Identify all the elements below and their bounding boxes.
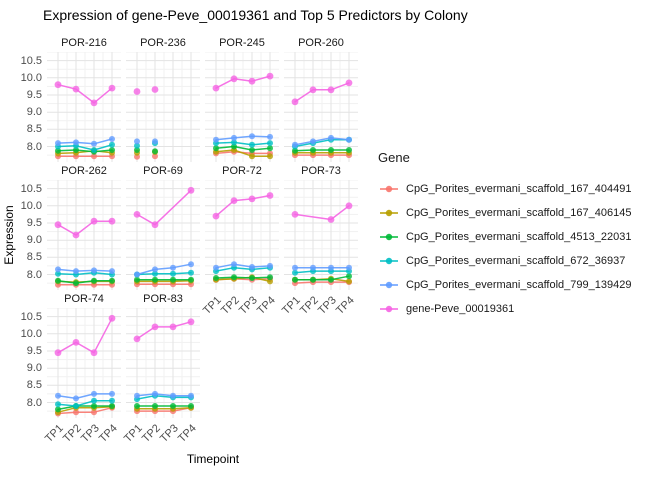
facet-chart <box>47 51 121 162</box>
facet-chart <box>284 179 358 290</box>
facet-panel-POR-72 <box>205 179 279 295</box>
y-tick-label: 9.5 <box>26 344 42 357</box>
facet-label-POR-216: POR-216 <box>61 37 107 49</box>
y-tick-label: 10.0 <box>20 71 42 84</box>
y-tick-label: 9.5 <box>26 88 42 101</box>
facet-panel-POR-260 <box>284 51 358 167</box>
facet-label-POR-69: POR-69 <box>143 165 183 177</box>
facet-label-POR-74: POR-74 <box>64 293 104 305</box>
legend-label: CpG_Porites_evermani_scaffold_4513_22031 <box>406 231 632 243</box>
facet-panel-POR-236 <box>126 51 200 167</box>
facet-label-POR-73: POR-73 <box>301 165 341 177</box>
legend-item: CpG_Porites_evermani_scaffold_4513_22031 <box>378 225 631 249</box>
legend-item: CpG_Porites_evermani_scaffold_672_36937 <box>378 249 631 273</box>
facet-chart <box>205 51 279 162</box>
legend-label: CpG_Porites_evermani_scaffold_672_36937 <box>406 255 626 267</box>
legend-items: CpG_Porites_evermani_scaffold_167_404491… <box>378 177 631 321</box>
facet-label-POR-260: POR-260 <box>298 37 344 49</box>
facet-panel-POR-74 <box>47 307 121 423</box>
y-tick-label: 10.0 <box>20 199 42 212</box>
y-tick-label: 9.0 <box>26 234 42 247</box>
facet-label-POR-83: POR-83 <box>143 293 183 305</box>
facet-chart <box>47 307 121 418</box>
legend-key-icon <box>380 233 398 241</box>
legend-key-icon <box>380 209 398 217</box>
legend-key-icon <box>380 257 398 265</box>
facet-panel-POR-262 <box>47 179 121 295</box>
y-tick-label: 8.0 <box>26 268 42 281</box>
x-axis-title: Timepoint <box>186 452 240 466</box>
facet-panel-POR-83 <box>126 307 200 423</box>
facet-chart <box>284 51 358 162</box>
legend-item: gene-Peve_00019361 <box>378 297 631 321</box>
legend-title: Gene <box>378 150 410 165</box>
y-tick-label: 10.5 <box>20 310 42 323</box>
facet-label-POR-245: POR-245 <box>219 37 265 49</box>
facet-panel-POR-69 <box>126 179 200 295</box>
legend-label: CpG_Porites_evermani_scaffold_799_139429 <box>406 279 632 291</box>
y-tick-label: 9.0 <box>26 106 42 119</box>
facet-chart <box>126 307 200 418</box>
legend-label: gene-Peve_00019361 <box>406 303 515 315</box>
legend-key-icon <box>380 185 398 193</box>
y-tick-label: 8.5 <box>26 379 42 392</box>
legend-label: CpG_Porites_evermani_scaffold_167_406145 <box>406 207 632 219</box>
legend-label: CpG_Porites_evermani_scaffold_167_404491 <box>406 183 632 195</box>
facet-chart <box>47 179 121 290</box>
y-tick-label: 8.0 <box>26 140 42 153</box>
y-tick-label: 10.5 <box>20 54 42 67</box>
facet-panel-POR-73 <box>284 179 358 295</box>
y-tick-label: 8.5 <box>26 251 42 264</box>
y-tick-label: 9.5 <box>26 216 42 229</box>
legend-item: CpG_Porites_evermani_scaffold_167_406145 <box>378 201 631 225</box>
y-tick-label: 10.0 <box>20 327 42 340</box>
facet-panel-POR-245 <box>205 51 279 167</box>
facet-label-POR-72: POR-72 <box>222 165 262 177</box>
chart-title: Expression of gene-Peve_00019361 and Top… <box>43 7 468 23</box>
facet-panel-POR-216 <box>47 51 121 167</box>
facet-label-POR-262: POR-262 <box>61 165 107 177</box>
y-axis-title: Expression <box>2 205 16 265</box>
facet-chart <box>205 179 279 290</box>
legend-key-icon <box>380 305 398 313</box>
legend-item: CpG_Porites_evermani_scaffold_167_404491 <box>378 177 631 201</box>
legend: Gene CpG_Porites_evermani_scaffold_167_4… <box>378 150 631 321</box>
y-tick-label: 8.5 <box>26 123 42 136</box>
y-tick-label: 10.5 <box>20 182 42 195</box>
legend-item: CpG_Porites_evermani_scaffold_799_139429 <box>378 273 631 297</box>
y-tick-label: 8.0 <box>26 396 42 409</box>
facet-chart <box>126 51 200 162</box>
facet-chart <box>126 179 200 290</box>
legend-key-icon <box>380 281 398 289</box>
y-tick-label: 9.0 <box>26 362 42 375</box>
facet-label-POR-236: POR-236 <box>140 37 186 49</box>
